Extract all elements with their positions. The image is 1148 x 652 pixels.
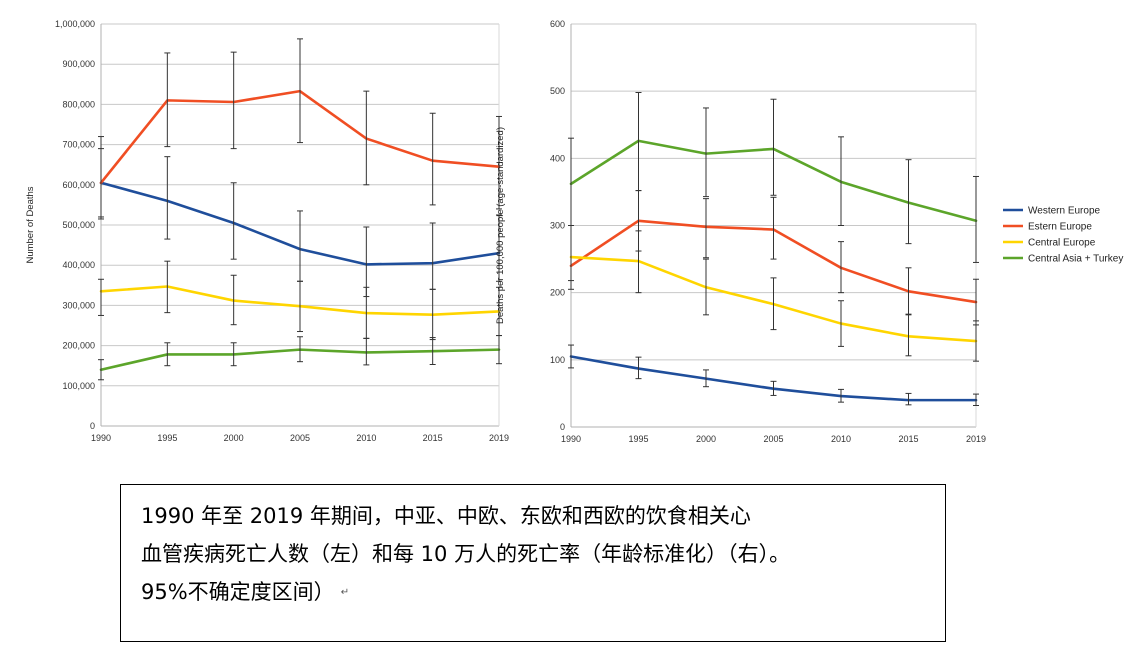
legend-label-0: Western Europe — [1028, 206, 1101, 217]
caption-line-1: 1990 年至 2019 年期间，中亚、中欧、东欧和西欧的饮食相关心 — [141, 504, 751, 528]
y-tick-label: 600 — [550, 19, 565, 29]
error-bar — [230, 274, 237, 326]
right-chart-rates: 0 100 200 300 400 500 600 1990 1995 2000 2005 2010 2… — [495, 19, 986, 444]
error-bar — [98, 278, 104, 316]
error-bar — [635, 356, 642, 380]
error-bar — [703, 258, 709, 316]
y-tick-label: 0 — [560, 422, 565, 432]
x-tick-label: 2010 — [831, 434, 851, 444]
error-bar — [297, 336, 303, 363]
error-bar — [429, 337, 436, 365]
error-bar — [363, 226, 370, 298]
error-bar — [496, 115, 502, 210]
x-tick-label: 2005 — [763, 434, 783, 444]
y-axis-title: Number of Deaths — [25, 186, 36, 263]
y-tick-label: 100 — [550, 355, 565, 365]
error-bar — [363, 337, 370, 366]
y-tick-label: 700,000 — [62, 140, 95, 150]
error-bar — [230, 51, 237, 150]
x-tick-label: 1990 — [561, 434, 581, 444]
x-tick-label: 2015 — [898, 434, 918, 444]
error-bar — [568, 137, 574, 226]
x-tick-label: 2015 — [423, 433, 443, 443]
x-tick-label: 1990 — [91, 433, 111, 443]
caption-line-2: 血管疾病死亡人数（左）和每 10 万人的死亡率（年龄标准化）（右）。 — [141, 542, 791, 566]
error-bar — [703, 198, 709, 259]
error-bar — [703, 369, 709, 388]
error-bar — [635, 92, 642, 192]
error-bar — [838, 388, 844, 403]
error-bar — [838, 241, 844, 294]
y-tick-label: 300 — [550, 221, 565, 231]
error-bar — [230, 182, 237, 260]
error-bar — [635, 230, 642, 294]
y-tick-label: 1,000,000 — [55, 19, 95, 29]
caption-line-3-text: 95%不确定度区间） — [141, 580, 335, 604]
y-tick-label: 800,000 — [62, 99, 95, 109]
y-tick-label: 400 — [550, 153, 565, 163]
error-bar — [297, 210, 303, 282]
error-bar — [770, 98, 777, 196]
x-tick-label: 2000 — [224, 433, 244, 443]
y-tick-label: 500,000 — [62, 220, 95, 230]
error-bar — [363, 90, 370, 186]
y-tick-label: 200 — [550, 288, 565, 298]
error-bar — [770, 277, 777, 331]
error-bar — [973, 175, 979, 263]
y-tick-label: 600,000 — [62, 180, 95, 190]
y-tick-label: 900,000 — [62, 59, 95, 69]
error-bar — [230, 342, 237, 367]
x-tick-label: 1995 — [157, 433, 177, 443]
legend-label-2: Central Europe — [1028, 238, 1096, 249]
error-bar — [973, 393, 979, 407]
charts-area: 0 100,000 200,000 300,000 400,000 500,000 600,… — [25, 19, 1123, 444]
error-bar — [164, 52, 171, 148]
error-bar — [568, 225, 574, 282]
x-tick-label: 2010 — [356, 433, 376, 443]
error-bar — [973, 320, 979, 362]
error-bar — [429, 222, 436, 290]
error-bar — [770, 380, 777, 396]
legend-label-3: Central Asia + Turkey — [1028, 254, 1123, 265]
caption-box: 1990 年至 2019 年期间，中亚、中欧、东欧和西欧的饮食相关心 血管疾病死… — [120, 484, 946, 642]
error-bar — [164, 156, 171, 240]
error-bar — [297, 280, 303, 333]
error-bar — [838, 300, 844, 347]
error-bar — [703, 107, 709, 198]
x-tick-label: 1995 — [628, 434, 648, 444]
y-tick-label: 0 — [90, 421, 95, 431]
x-tick-label: 2019 — [489, 433, 509, 443]
return-mark-icon: ↵ — [340, 587, 350, 598]
error-bar — [568, 344, 574, 369]
legend-label-1: Estern Europe — [1028, 222, 1092, 233]
x-tick-label: 2005 — [290, 433, 310, 443]
error-bar — [98, 136, 104, 218]
error-bar — [905, 267, 912, 315]
caption-line-3: 95%不确定度区间） ↵ — [141, 573, 925, 612]
y-tick-label: 400,000 — [62, 260, 95, 270]
error-bar — [496, 335, 502, 365]
y-tick-label: 200,000 — [62, 341, 95, 351]
error-bar — [297, 38, 303, 144]
y-tick-label: 300,000 — [62, 300, 95, 310]
error-bar — [98, 359, 104, 381]
error-bar — [429, 112, 436, 206]
error-bar — [905, 314, 912, 357]
error-bar — [838, 136, 844, 226]
y-tick-label: 500 — [550, 86, 565, 96]
x-tick-label: 2019 — [966, 434, 986, 444]
error-bar — [905, 392, 912, 406]
y-axis-title: Deaths per 100,000 people (age-standardi… — [495, 127, 506, 324]
error-bar — [164, 342, 171, 367]
error-bar — [905, 159, 912, 245]
error-bar — [164, 260, 171, 314]
legend: Western Europe Estern Europe Central Europ… — [1003, 206, 1123, 265]
left-chart-deaths: 0 100,000 200,000 300,000 400,000 500,000 600,… — [25, 19, 509, 443]
y-tick-label: 100,000 — [62, 381, 95, 391]
error-bar — [770, 196, 777, 260]
x-tick-label: 2000 — [696, 434, 716, 444]
error-bar — [496, 214, 502, 282]
